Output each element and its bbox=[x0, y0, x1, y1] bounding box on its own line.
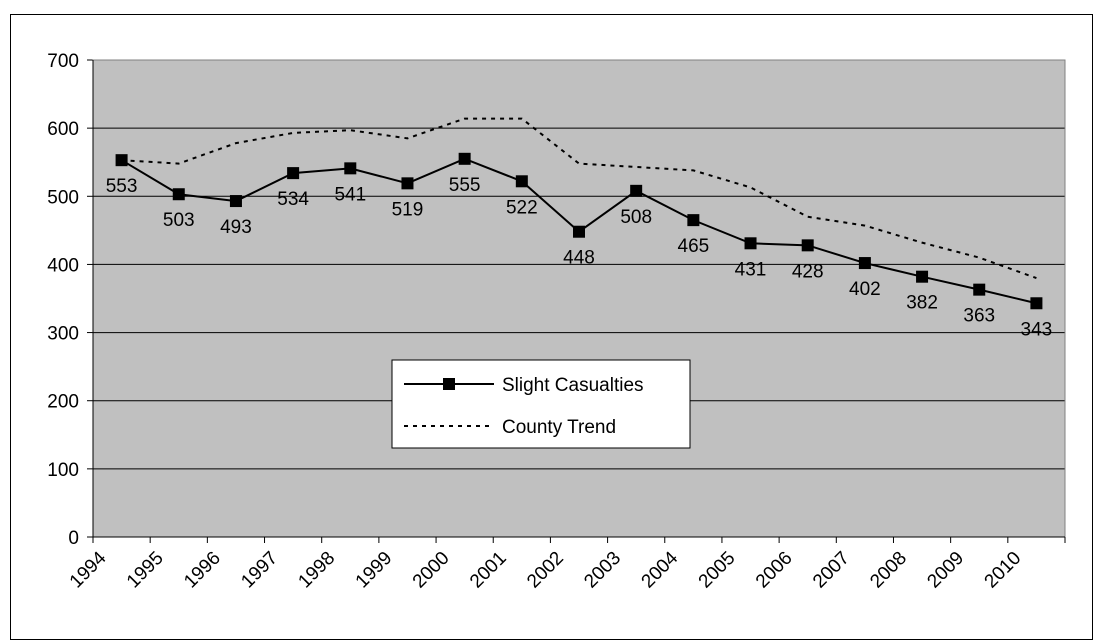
point bbox=[916, 270, 929, 283]
data-label: 493 bbox=[220, 217, 252, 238]
y-tick-label: 200 bbox=[47, 392, 79, 413]
data-label: 382 bbox=[906, 293, 938, 314]
data-label: 343 bbox=[1021, 319, 1053, 340]
point bbox=[229, 195, 242, 208]
point bbox=[458, 152, 471, 165]
data-label: 553 bbox=[106, 176, 138, 197]
y-tick-label: 500 bbox=[47, 187, 79, 208]
data-label: 508 bbox=[620, 207, 652, 228]
data-label: 555 bbox=[449, 175, 481, 196]
legend bbox=[391, 359, 691, 449]
point bbox=[744, 237, 757, 250]
y-tick-label: 300 bbox=[47, 324, 79, 345]
data-label: 534 bbox=[277, 189, 309, 210]
data-label: 541 bbox=[334, 184, 366, 205]
point bbox=[973, 283, 986, 296]
y-tick-label: 600 bbox=[47, 119, 79, 140]
data-label: 519 bbox=[392, 199, 424, 220]
point bbox=[801, 239, 814, 252]
point bbox=[515, 175, 528, 188]
point bbox=[1030, 297, 1043, 310]
legend-marker bbox=[443, 378, 455, 390]
point bbox=[687, 214, 700, 227]
y-tick-label: 0 bbox=[68, 528, 79, 549]
y-tick-label: 100 bbox=[47, 460, 79, 481]
data-label: 428 bbox=[792, 261, 824, 282]
point bbox=[344, 162, 357, 175]
legend-label: Slight Casualties bbox=[502, 375, 644, 396]
data-label: 503 bbox=[163, 210, 195, 231]
point bbox=[115, 154, 128, 167]
data-label: 448 bbox=[563, 248, 595, 269]
data-label: 522 bbox=[506, 197, 538, 218]
y-tick-label: 400 bbox=[47, 255, 79, 276]
point bbox=[287, 167, 300, 180]
data-label: 402 bbox=[849, 279, 881, 300]
data-label: 431 bbox=[735, 259, 767, 280]
point bbox=[401, 177, 414, 190]
series-line bbox=[121, 117, 1037, 279]
data-label: 465 bbox=[678, 236, 710, 257]
legend-label: County Trend bbox=[502, 417, 616, 438]
y-tick-label: 700 bbox=[47, 51, 79, 72]
point bbox=[858, 257, 871, 270]
data-label: 363 bbox=[963, 306, 995, 327]
point bbox=[630, 184, 643, 197]
point bbox=[573, 225, 585, 238]
point bbox=[172, 188, 185, 201]
